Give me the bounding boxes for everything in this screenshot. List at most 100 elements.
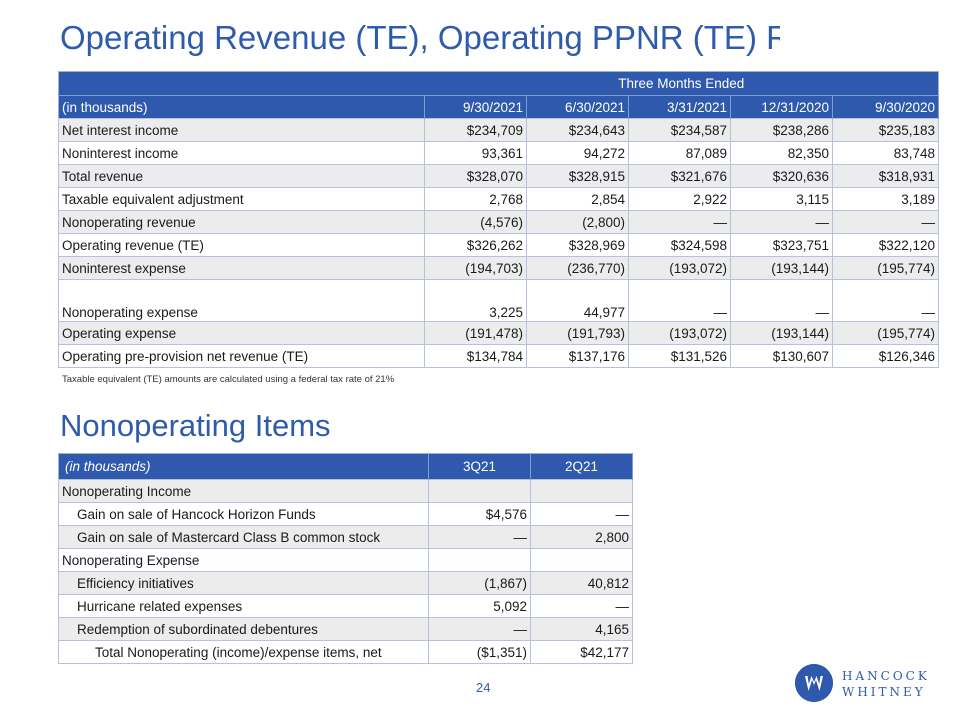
cell-value: (191,793): [526, 321, 629, 345]
cell-value: (1,867): [428, 571, 531, 595]
table-header-row: (in thousands) 9/30/2021 6/30/2021 3/31/…: [58, 95, 939, 119]
column-header: 9/30/2021: [424, 95, 527, 119]
column-header: 2Q21: [530, 453, 633, 480]
cell-value: $235,183: [832, 118, 939, 142]
cell-value: —: [730, 210, 833, 234]
cell-value: —: [832, 210, 939, 234]
table-row: Nonoperating Income: [58, 479, 633, 503]
column-header-label: (in thousands): [58, 453, 429, 480]
cell-value: [428, 479, 531, 503]
column-header: 12/31/2020: [730, 95, 833, 119]
row-label: Operating expense: [58, 321, 425, 345]
section-title: Nonoperating Items: [60, 408, 331, 443]
cell-value: 3,225: [424, 279, 527, 322]
row-label: Redemption of subordinated debentures: [58, 617, 429, 641]
cell-value: $131,526: [628, 344, 731, 368]
table-group-header-row: Three Months Ended: [58, 71, 939, 96]
three-months-ended-header: Three Months Ended: [424, 71, 939, 96]
table-header-row: (in thousands) 3Q21 2Q21: [58, 453, 633, 480]
table-row: Nonoperating Expense: [58, 548, 633, 572]
table-row: Total revenue $328,070 $328,915 $321,676…: [58, 164, 939, 188]
row-label: Nonoperating revenue: [58, 210, 425, 234]
cell-value: $234,587: [628, 118, 731, 142]
row-label: Gain on sale of Mastercard Class B commo…: [58, 525, 429, 549]
cell-value: $238,286: [730, 118, 833, 142]
table-row: Taxable equivalent adjustment 2,768 2,85…: [58, 187, 939, 211]
row-label: Total Nonoperating (income)/expense item…: [58, 640, 429, 664]
cell-value: —: [530, 594, 633, 618]
cell-value: 40,812: [530, 571, 633, 595]
nonoperating-items-table: (in thousands) 3Q21 2Q21 Nonoperating In…: [58, 453, 633, 664]
row-label: Taxable equivalent adjustment: [58, 187, 425, 211]
cell-value: (193,072): [628, 256, 731, 280]
cell-value: 44,977: [526, 279, 629, 322]
cell-value: —: [530, 502, 633, 526]
column-header-label: (in thousands): [58, 95, 425, 119]
cell-value: (193,072): [628, 321, 731, 345]
cell-value: $126,346: [832, 344, 939, 368]
cell-value: (2,800): [526, 210, 629, 234]
cell-value: 93,361: [424, 141, 527, 165]
cell-value: $328,969: [526, 233, 629, 257]
cell-value: 2,800: [530, 525, 633, 549]
cell-value: 3,189: [832, 187, 939, 211]
table-header-blank: [58, 71, 425, 96]
cell-value: $42,177: [530, 640, 633, 664]
cell-value: 2,768: [424, 187, 527, 211]
row-label: Nonoperating Expense: [58, 548, 429, 572]
table-row: Noninterest expense (194,703) (236,770) …: [58, 256, 939, 280]
row-label: Gain on sale of Hancock Horizon Funds: [58, 502, 429, 526]
table-row: Nonoperating revenue (4,576) (2,800) — —…: [58, 210, 939, 234]
row-label: Noninterest expense: [58, 256, 425, 280]
cell-value: $322,120: [832, 233, 939, 257]
cell-value: (194,703): [424, 256, 527, 280]
row-label: Noninterest income: [58, 141, 425, 165]
cell-value: $137,176: [526, 344, 629, 368]
row-label: Operating pre-provision net revenue (TE): [58, 344, 425, 368]
cell-value: $234,709: [424, 118, 527, 142]
cell-value: $318,931: [832, 164, 939, 188]
page-title: Operating Revenue (TE), Operating PPNR (…: [60, 19, 780, 56]
cell-value: —: [832, 279, 939, 322]
table-row: Total Nonoperating (income)/expense item…: [58, 640, 633, 664]
row-label: Operating revenue (TE): [58, 233, 425, 257]
row-label: Net interest income: [58, 118, 425, 142]
cell-value: (4,576): [424, 210, 527, 234]
page-number: 24: [476, 680, 491, 695]
cell-value: 83,748: [832, 141, 939, 165]
table-row: Operating revenue (TE) $326,262 $328,969…: [58, 233, 939, 257]
cell-value: $134,784: [424, 344, 527, 368]
reconciliation-table: Three Months Ended (in thousands) 9/30/2…: [58, 71, 939, 368]
table-row: Nonoperating expense 3,225 44,977 — — —: [58, 279, 939, 322]
cell-value: —: [628, 210, 731, 234]
cell-value: (195,774): [832, 256, 939, 280]
cell-value: $324,598: [628, 233, 731, 257]
cell-value: 5,092: [428, 594, 531, 618]
cell-value: ($1,351): [428, 640, 531, 664]
table-row: Gain on sale of Hancock Horizon Funds $4…: [58, 502, 633, 526]
cell-value: 82,350: [730, 141, 833, 165]
logo-line-1: HANCOCK: [842, 669, 930, 683]
column-header: 3Q21: [428, 453, 531, 480]
cell-value: —: [428, 617, 531, 641]
footnote: Taxable equivalent (TE) amounts are calc…: [62, 374, 395, 385]
cell-value: $328,915: [526, 164, 629, 188]
logo-line-2: WHITNEY: [842, 685, 926, 699]
column-header: 6/30/2021: [526, 95, 629, 119]
cell-value: [428, 548, 531, 572]
cell-value: [530, 548, 633, 572]
row-label: Nonoperating expense: [58, 279, 425, 322]
table-row: Gain on sale of Mastercard Class B commo…: [58, 525, 633, 549]
table-row: Net interest income $234,709 $234,643 $2…: [58, 118, 939, 142]
row-label: Nonoperating Income: [58, 479, 429, 503]
column-header: 3/31/2021: [628, 95, 731, 119]
cell-value: 3,115: [730, 187, 833, 211]
cell-value: (191,478): [424, 321, 527, 345]
hancock-whitney-logo-icon: [795, 664, 833, 702]
cell-value: —: [428, 525, 531, 549]
cell-value: $320,636: [730, 164, 833, 188]
table-row: Operating expense (191,478) (191,793) (1…: [58, 321, 939, 345]
cell-value: —: [628, 279, 731, 322]
cell-value: $321,676: [628, 164, 731, 188]
company-logo-text: HANCOCK WHITNEY: [842, 668, 942, 700]
